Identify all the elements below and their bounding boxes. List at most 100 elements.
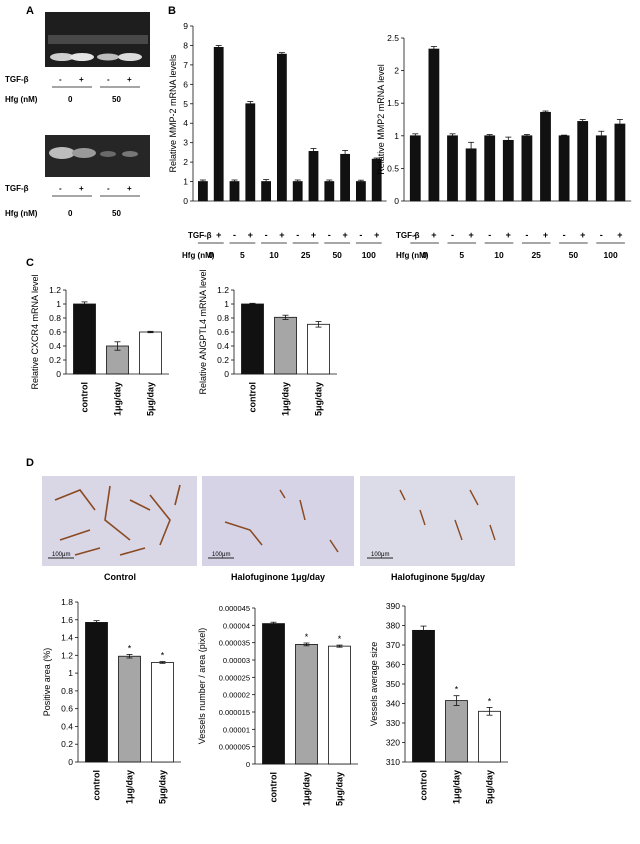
bar (324, 181, 335, 202)
y-tick-label: 2.5 (387, 33, 399, 43)
bar (274, 316, 297, 375)
bar (445, 700, 468, 763)
y-tick-label: 1.4 (61, 633, 73, 643)
tgf-sign: - (414, 230, 417, 240)
panel-label-d: D (26, 457, 34, 469)
hfg-value: 0 (208, 250, 213, 260)
chart-c_right: 0 0.2 0.4 0.6 0.8 1 1.2 Relative ANGPTL4 mRNA l… (198, 269, 337, 416)
y-tick-label: 1 (56, 299, 61, 309)
bar (213, 46, 224, 202)
tgf-sign: + (311, 230, 316, 240)
chart-d1: 0 0.2 0.4 0.6 0.8 1 1.2 1.4 1.6 1.8 Positive area … (42, 597, 181, 804)
bar (276, 53, 287, 202)
tgf-sign: - (233, 230, 236, 240)
tgf-sign: + (248, 230, 253, 240)
tissue-image-control (42, 476, 197, 566)
y-tick-label: 0 (183, 196, 188, 206)
y-tick-label: 0.5 (387, 163, 399, 173)
y-tick-label: 0.2 (61, 739, 73, 749)
hfg-value: 10 (269, 250, 279, 260)
image-caption: Halofuginone 5μg/day (391, 572, 485, 582)
y-tick-label: 390 (386, 601, 400, 611)
hfg-value: 50 (569, 250, 579, 260)
tgf-sign: + (216, 230, 221, 240)
gel2-tgf-label: TGF-β (5, 184, 29, 193)
y-tick-label: 1.2 (61, 650, 73, 660)
y-tick-label: 370 (386, 640, 400, 650)
tgf-sign: + (543, 230, 548, 240)
y-tick-label: 0 (246, 760, 250, 769)
y-tick-label: 1.8 (61, 597, 73, 607)
y-tick-label: 1.6 (61, 615, 73, 625)
x-tick-label: 1μg/day (302, 772, 312, 806)
significance-star: * (455, 685, 459, 695)
bar (229, 181, 240, 202)
gel2-hfg-value: 50 (112, 209, 121, 218)
x-tick-label: 5μg/day (335, 772, 345, 806)
scale-bar-label: 100μm (212, 552, 230, 558)
tgf-sign: + (617, 230, 622, 240)
bar (328, 645, 351, 765)
tgf-sign: - (525, 230, 528, 240)
bar (484, 135, 496, 202)
y-tick-label: 1 (183, 177, 188, 187)
y-tick-label: 0.6 (61, 704, 73, 714)
tgf-sign: + (279, 230, 284, 240)
bar (502, 139, 514, 202)
bar (465, 148, 477, 202)
significance-star: * (305, 632, 309, 642)
gel1-hfg-label: Hfg (nM) (5, 95, 38, 104)
panel-label-a: A (26, 5, 34, 17)
y-tick-label: 0 (224, 369, 229, 379)
gel2-tgf-sign: + (79, 184, 84, 193)
gel-image-1 (45, 12, 150, 67)
y-tick-label: 0.00004 (223, 621, 250, 630)
hfg-value: 0 (422, 250, 427, 260)
x-tick-label: 5μg/day (146, 382, 156, 416)
bar (558, 135, 570, 202)
gel2-hfg-value: 0 (68, 209, 73, 218)
bar (355, 181, 366, 202)
gel1-hfg-value: 0 (68, 95, 73, 104)
y-tick-label: 340 (386, 699, 400, 709)
y-tick-label: 380 (386, 621, 400, 631)
x-tick-label: 1μg/day (113, 382, 123, 416)
bar (595, 135, 607, 202)
image-caption: Control (104, 572, 136, 582)
bar (139, 331, 162, 375)
scale-bar-label: 100μm (371, 552, 389, 558)
y-tick-label: 0.2 (217, 355, 229, 365)
tgf-sign: - (296, 230, 299, 240)
tissue-image-halo-1 (202, 476, 354, 566)
gel-image-2 (45, 135, 150, 177)
y-tick-label: 1.5 (387, 98, 399, 108)
y-tick-label: 0.00002 (223, 691, 250, 700)
gel1-tgf-sign: - (59, 75, 62, 84)
bar (412, 629, 435, 763)
y-tick-label: 0.6 (49, 327, 61, 337)
scale-bar-label: 100μm (52, 552, 70, 558)
y-tick-label: 360 (386, 660, 400, 670)
tgf-sign: + (468, 230, 473, 240)
hfg-value: 50 (332, 250, 342, 260)
significance-star: * (128, 643, 132, 653)
y-tick-label: 9 (183, 21, 188, 31)
gel1-tgf-label: TGF-β (5, 75, 29, 84)
y-tick-label: 0.4 (49, 341, 61, 351)
tgf-sign: - (265, 230, 268, 240)
y-tick-label: 0 (68, 757, 73, 767)
significance-star: * (488, 696, 492, 706)
y-axis-label: Relative MMP-2 mRNA levels (168, 54, 178, 173)
bar (540, 111, 551, 202)
x-tick-label: control (92, 770, 102, 801)
bar (262, 623, 285, 765)
y-tick-label: 8 (183, 40, 188, 50)
y-tick-label: 0.4 (61, 721, 73, 731)
hfg-value: 100 (362, 250, 376, 260)
b-left-hfg-label: Hfg (nM) (182, 251, 215, 260)
bar (447, 135, 458, 202)
y-tick-label: 0.00001 (223, 725, 250, 734)
